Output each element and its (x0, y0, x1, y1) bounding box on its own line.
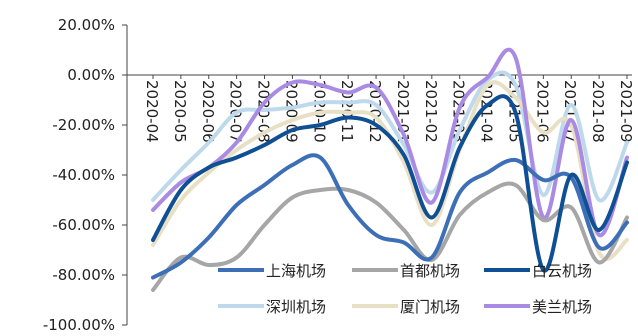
y-tick-label: 0.00% (67, 66, 115, 84)
x-tick-label: 2020-06 (199, 80, 217, 143)
legend-label: 美兰机场 (532, 298, 592, 316)
legend-label: 厦门机场 (400, 298, 460, 316)
x-tick-label: 2021-08 (589, 80, 607, 143)
series-line-2 (151, 94, 629, 273)
y-tick-label: -60.00% (52, 216, 115, 234)
series-line-3 (151, 70, 629, 203)
x-tick-label: 2020-05 (171, 80, 189, 143)
y-tick-label: -40.00% (52, 166, 115, 184)
y-tick-label: -100.00% (43, 316, 115, 334)
y-axis: 20.00% 0.00% -20.00% -40.00% -60.00% -80.00% -… (43, 16, 128, 334)
legend-label: 首都机场 (400, 262, 460, 280)
y-tick-label: -20.00% (52, 116, 115, 134)
y-tick-label: -80.00% (52, 266, 115, 284)
legend-label: 深圳机场 (266, 298, 326, 316)
x-tick-label: 2020-04 (143, 80, 161, 143)
series-lines (151, 47, 629, 292)
legend-label: 白云机场 (532, 262, 592, 280)
series-line-1 (151, 181, 629, 292)
series-line-0 (151, 153, 629, 280)
y-tick-label: 20.00% (58, 16, 115, 34)
series-line-4 (151, 80, 629, 261)
series-line-5 (151, 47, 629, 238)
x-tick-label: 2021-09 (617, 80, 635, 143)
legend-label: 上海机场 (266, 262, 326, 280)
x-tick-label: 2021-02 (422, 80, 440, 143)
